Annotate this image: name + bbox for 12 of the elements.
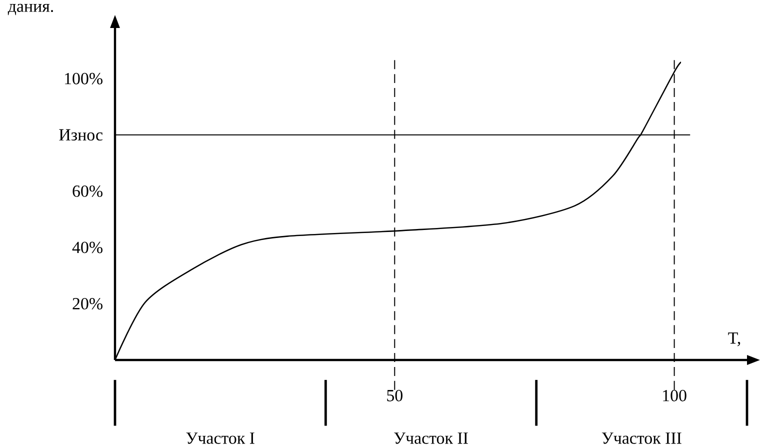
text: Участок I [186, 432, 254, 444]
y-tick-label: 20% [72, 298, 102, 310]
y-tick-label: 60% [72, 185, 102, 197]
y-tick-label: 100% [65, 72, 102, 84]
text: Участок III [602, 432, 682, 444]
x-axis-title: T, [728, 332, 740, 346]
x-tick-label: 100 [663, 390, 686, 402]
text: Участок II [394, 432, 468, 444]
y-tick-label: 40% [72, 242, 102, 254]
x-tick-label: 50 [387, 390, 402, 402]
chart-title: дания. [8, 4, 54, 16]
y-tick-label: Износ [59, 129, 103, 141]
